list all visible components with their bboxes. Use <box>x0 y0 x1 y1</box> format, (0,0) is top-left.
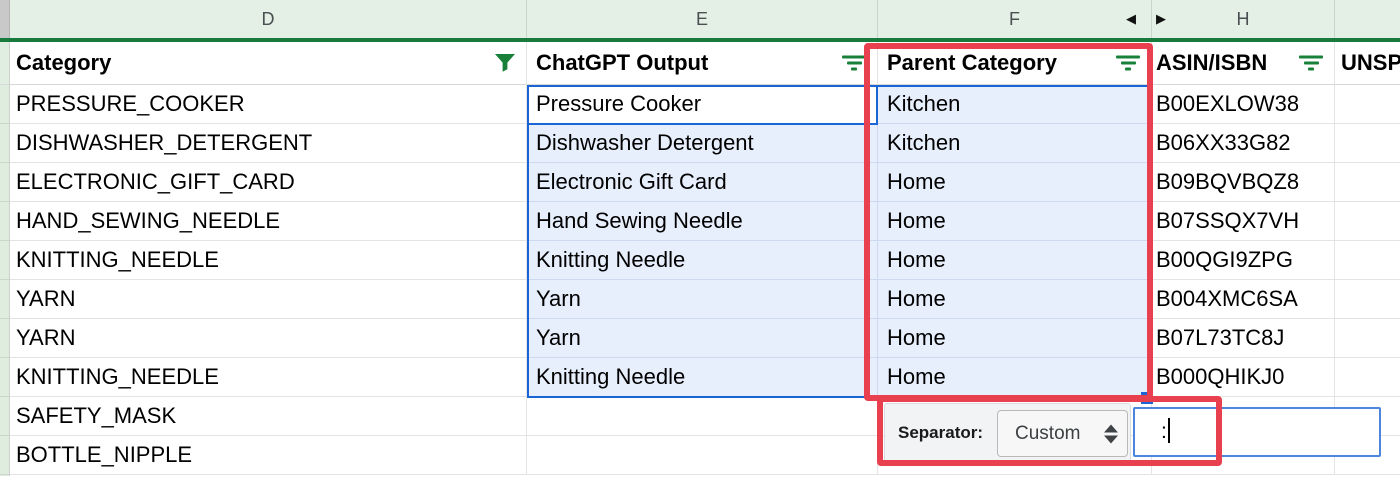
cell-e8[interactable]: Yarn <box>527 319 878 358</box>
custom-separator-value: : <box>1161 420 1167 443</box>
selection-fill-handle[interactable] <box>1141 392 1153 404</box>
cell-d10[interactable]: SAFETY_MASK <box>10 397 527 436</box>
column-header-h[interactable]: H <box>1152 0 1335 38</box>
cell-h8[interactable]: B07L73TC8J <box>1152 319 1335 358</box>
separator-label: Separator: <box>898 423 984 442</box>
filter-lines-icon[interactable] <box>841 55 867 71</box>
column-c-header-edge <box>0 0 10 38</box>
cell-e6[interactable]: Knitting Needle <box>527 241 878 280</box>
split-text-separator-popup: Separator: Custom <box>884 403 1131 463</box>
cell-f8[interactable]: Home <box>878 319 1152 358</box>
column-c-edge-header <box>0 42 10 85</box>
header-cell-category[interactable]: Category <box>10 42 527 85</box>
cell-f7[interactable]: Home <box>878 280 1152 319</box>
header-cell-chatgpt-output[interactable]: ChatGPT Output <box>527 42 878 85</box>
dropdown-spinner-icon <box>1104 424 1118 443</box>
cell-next-8[interactable] <box>1335 319 1400 358</box>
cell-h4[interactable]: B09BQVBQZ8 <box>1152 163 1335 202</box>
unhide-column-left-arrow-icon[interactable]: ◀ <box>1126 11 1136 26</box>
separator-dropdown[interactable]: Custom <box>997 410 1128 457</box>
cell-next-9[interactable] <box>1335 358 1400 397</box>
cell-f2[interactable]: Kitchen <box>878 85 1152 124</box>
cell-d3[interactable]: DISHWASHER_DETERGENT <box>10 124 527 163</box>
header-unsp-label: UNSP <box>1341 50 1400 75</box>
cell-next-7[interactable] <box>1335 280 1400 319</box>
column-header-next[interactable] <box>1335 0 1400 38</box>
cell-d2[interactable]: PRESSURE_COOKER <box>10 85 527 124</box>
cell-e11[interactable] <box>527 436 878 475</box>
header-chatgpt-output-label: ChatGPT Output <box>536 50 709 75</box>
cell-e3[interactable]: Dishwasher Detergent <box>527 124 878 163</box>
filter-lines-icon[interactable] <box>1298 55 1324 71</box>
cell-d8[interactable]: YARN <box>10 319 527 358</box>
cell-d11[interactable]: BOTTLE_NIPPLE <box>10 436 527 475</box>
cell-next-2[interactable] <box>1335 85 1400 124</box>
column-d: Category PRESSURE_COOKER DISHWASHER_DETE… <box>10 42 527 475</box>
header-asin-isbn-label: ASIN/ISBN <box>1156 50 1268 75</box>
cell-h2[interactable]: B00EXLOW38 <box>1152 85 1335 124</box>
filter-funnel-active-icon[interactable] <box>494 53 516 73</box>
frozen-row-divider <box>0 38 1400 42</box>
cell-e4[interactable]: Electronic Gift Card <box>527 163 878 202</box>
cell-next-4[interactable] <box>1335 163 1400 202</box>
header-cell-parent-category[interactable]: Parent Category <box>878 42 1152 85</box>
cell-f5[interactable]: Home <box>878 202 1152 241</box>
cell-f6[interactable]: Home <box>878 241 1152 280</box>
column-header-f[interactable]: F <box>878 0 1152 38</box>
cell-h5[interactable]: B07SSQX7VH <box>1152 202 1335 241</box>
cell-next-6[interactable] <box>1335 241 1400 280</box>
cell-d9[interactable]: KNITTING_NEEDLE <box>10 358 527 397</box>
cell-h9[interactable]: B000QHIKJ0 <box>1152 358 1335 397</box>
custom-separator-input[interactable]: : <box>1133 407 1381 457</box>
header-parent-category-label: Parent Category <box>887 50 1057 75</box>
column-c-edge-rows <box>0 85 10 476</box>
cell-d4[interactable]: ELECTRONIC_GIFT_CARD <box>10 163 527 202</box>
cell-d5[interactable]: HAND_SEWING_NEEDLE <box>10 202 527 241</box>
cell-e10[interactable] <box>527 397 878 436</box>
cell-e5[interactable]: Hand Sewing Needle <box>527 202 878 241</box>
cell-next-3[interactable] <box>1335 124 1400 163</box>
separator-dropdown-value: Custom <box>1015 423 1081 444</box>
cell-next-5[interactable] <box>1335 202 1400 241</box>
unhide-column-right-arrow-icon[interactable]: ▶ <box>1156 11 1166 26</box>
header-cell-asin-isbn[interactable]: ASIN/ISBN <box>1152 42 1335 85</box>
filter-lines-icon[interactable] <box>1115 55 1141 71</box>
cell-h6[interactable]: B00QGI9ZPG <box>1152 241 1335 280</box>
cell-e7[interactable]: Yarn <box>527 280 878 319</box>
cell-d7[interactable]: YARN <box>10 280 527 319</box>
cell-f3[interactable]: Kitchen <box>878 124 1152 163</box>
cell-d6[interactable]: KNITTING_NEEDLE <box>10 241 527 280</box>
active-cell-border <box>527 85 878 125</box>
cell-f4[interactable]: Home <box>878 163 1152 202</box>
cell-h7[interactable]: B004XMC6SA <box>1152 280 1335 319</box>
cell-h3[interactable]: B06XX33G82 <box>1152 124 1335 163</box>
text-cursor <box>1167 418 1170 443</box>
column-h: ASIN/ISBN B00EXLOW38 B06XX33G82 B09BQVBQ… <box>1152 42 1335 475</box>
header-category-label: Category <box>16 50 112 75</box>
column-e: ChatGPT Output Pressure Cooker Dishwashe… <box>527 42 878 475</box>
cell-f9[interactable]: Home <box>878 358 1152 397</box>
header-cell-unsp[interactable]: UNSP <box>1335 42 1400 85</box>
column-header-d[interactable]: D <box>10 0 527 38</box>
cell-e9[interactable]: Knitting Needle <box>527 358 878 397</box>
column-header-e[interactable]: E <box>527 0 878 38</box>
